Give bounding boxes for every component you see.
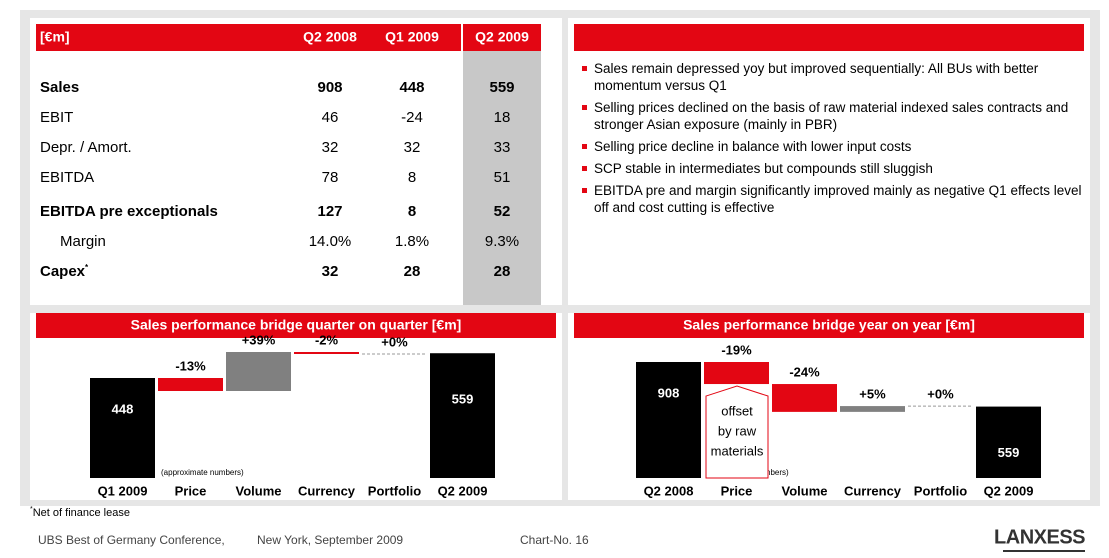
bullet: Selling price decline in balance with lo… [582,138,1085,155]
table-cell: 14.0% [309,233,352,250]
table-cell: 8 [408,169,416,186]
table-cell: 127 [317,203,342,220]
category-label: Q2 2009 [984,483,1034,498]
category-label: Price [721,483,753,498]
table-header: Q1 2009 [385,29,439,45]
footnote-mark: * [85,263,89,272]
table-cell: 46 [322,109,339,126]
total-bar [90,378,155,478]
callout-text: offset [721,403,753,418]
total-bar [976,406,1041,478]
table-cell: 32 [404,139,421,156]
bullet-panel [568,18,1090,305]
value-label: -13% [175,358,206,373]
table-header-bar [463,24,541,51]
value-label: -19% [721,342,752,357]
bridge-header [36,313,556,338]
step-bar [158,378,223,391]
value-label: -24% [789,364,820,379]
step-bar [772,384,837,412]
row-label: Sales [40,79,79,96]
table-cell: 78 [322,169,339,186]
highlight-column [463,51,541,305]
value-label: 908 [658,385,680,400]
bridge-title: Sales performance bridge quarter on quar… [131,317,462,333]
callout-text: by raw [718,423,757,438]
table-cell: 559 [489,79,514,96]
bridge-title: Sales performance bridge year on year [€… [683,317,975,333]
table-cell: 51 [494,169,511,186]
bullet-header [574,24,1084,51]
bridge-header [574,313,1084,338]
table-cell: 18 [494,109,511,126]
value-label: +0% [927,387,954,402]
value-label: 448 [112,401,134,416]
bullet: SCP stable in intermediates but compound… [582,160,1085,177]
table-cell: 908 [317,79,342,96]
category-label: Portfolio [368,483,421,498]
table-cell: 28 [494,263,511,280]
row-label: Depr. / Amort. [40,139,132,156]
category-label: Price [175,483,207,498]
bullet-list: Sales remain depressed yoy but improved … [580,60,1085,216]
table-header: Q2 2009 [475,29,529,45]
table-cell: 448 [399,79,424,96]
table-cell: 33 [494,139,511,156]
row-label: EBIT [40,109,73,126]
value-label: 559 [998,445,1020,460]
table-header: [€m] [40,29,70,45]
value-label: +39% [242,332,276,347]
bullet: Selling prices declined on the basis of … [582,99,1085,133]
category-label: Volume [782,483,828,498]
value-label: -2% [315,332,339,347]
step-bar [704,362,769,385]
footnote-text: Net of finance lease [33,507,130,519]
footer-place: New York, September 2009 [257,533,403,547]
table-header-bar [36,24,461,51]
category-label: Currency [298,483,356,498]
table-cell: 8 [408,203,416,220]
footnote-mark: * [30,506,33,513]
table-header: Q2 2008 [303,29,357,45]
step-bar [840,406,905,412]
value-label: +5% [859,387,886,402]
row-label: Margin [60,233,106,250]
table-cell: 32 [322,263,339,280]
row-label: Capex* [40,263,89,280]
category-label: Volume [236,483,282,498]
value-label: +0% [381,334,408,349]
row-label: EBITDA [40,169,94,186]
table-cell: -24 [401,109,423,126]
callout-box [705,385,769,479]
step-bar [226,352,291,391]
footnote: *Net of finance lease [30,506,130,519]
step-bar [294,352,359,354]
callout-text: materials [711,443,764,458]
category-label: Portfolio [914,483,967,498]
table-cell: 32 [322,139,339,156]
category-label: Q2 2008 [644,483,694,498]
footer-event: UBS Best of Germany Conference, [38,533,225,547]
table-cell: 9.3% [485,233,519,250]
table-cell: 1.8% [395,233,429,250]
table-cell: 28 [404,263,421,280]
value-label: 559 [452,392,474,407]
category-label: Q1 2009 [98,483,148,498]
bullet: EBITDA pre and margin significantly impr… [582,182,1085,216]
bullet: Sales remain depressed yoy but improved … [582,60,1085,94]
footer-chart-no: Chart-No. 16 [520,533,589,547]
total-bar [636,362,701,478]
total-bar [430,353,495,478]
logo: LANXESS [994,526,1085,548]
category-label: Q2 2009 [438,483,488,498]
row-label: EBITDA pre exceptionals [40,203,218,220]
bullets: Sales remain depressed yoy but improved … [580,60,1085,216]
table-cell: 52 [494,203,511,220]
note: (approximate numbers) [161,468,244,477]
category-label: Currency [844,483,902,498]
